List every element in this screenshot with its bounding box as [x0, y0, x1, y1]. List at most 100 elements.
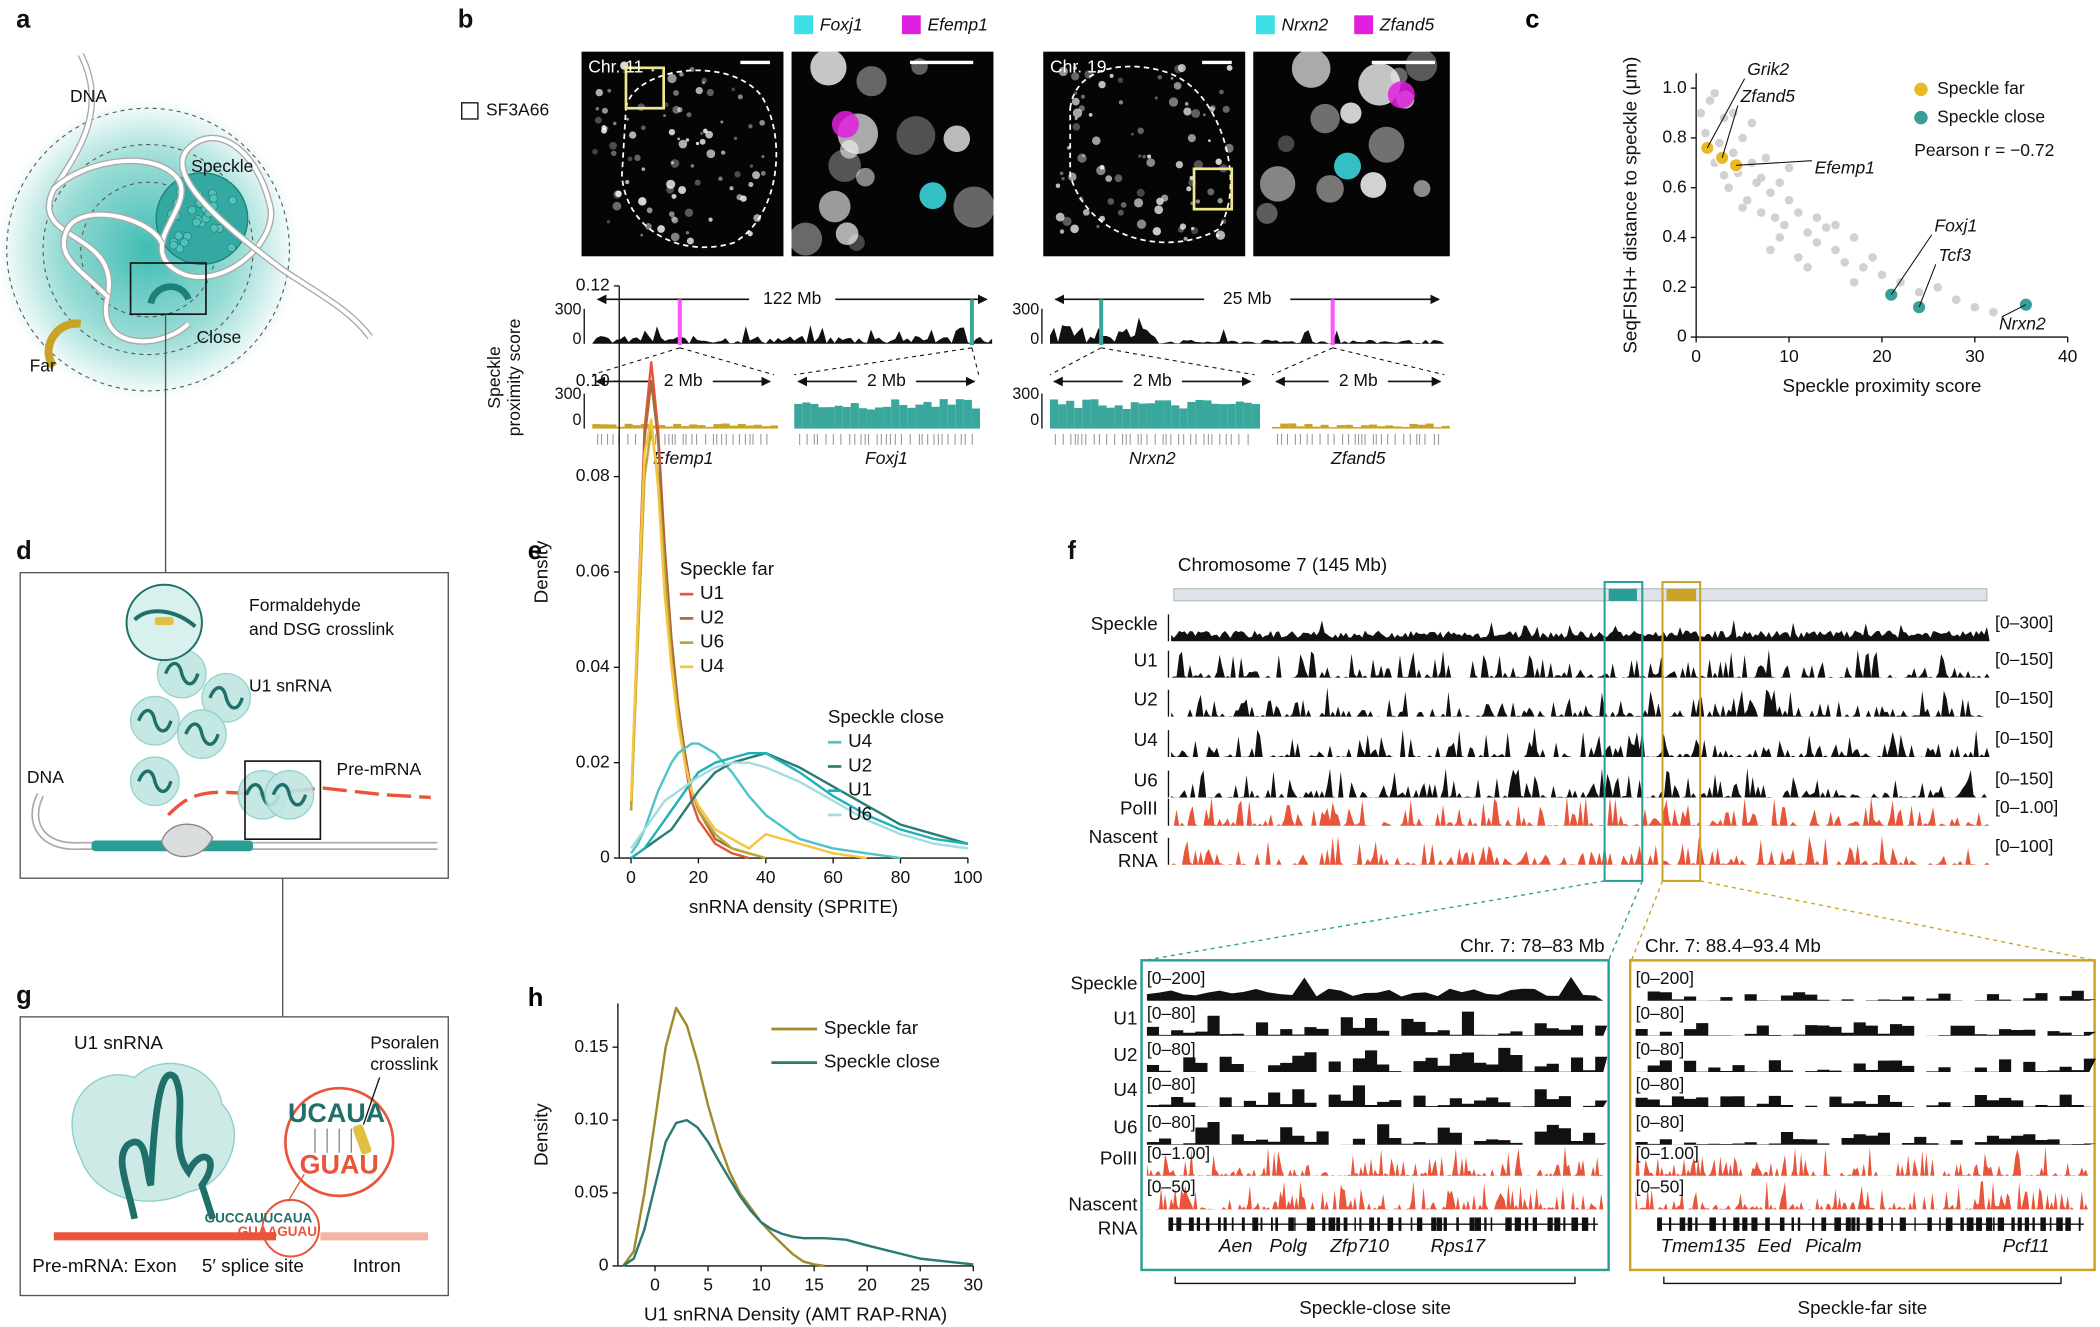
speckle-spot [601, 107, 608, 114]
dna-strand [180, 136, 372, 339]
speckle-spot [1215, 230, 1226, 240]
speckle-spot [628, 131, 637, 139]
speckle-spot [1114, 174, 1123, 183]
track-bin [1393, 426, 1402, 429]
speckle-spot [1105, 175, 1113, 182]
label: Chr. 19 [1050, 56, 1106, 76]
site-bracket [1663, 1276, 2062, 1285]
speckle-spot [749, 164, 754, 168]
track-bin [1155, 400, 1164, 429]
track-bin [1288, 423, 1297, 429]
scatter-point [1715, 138, 1724, 148]
label: Zfand5 [1330, 448, 1386, 468]
panel-box [19, 571, 449, 879]
track-bin [1377, 426, 1386, 429]
exon [1431, 1217, 1437, 1231]
label: GUCCAUUCAUA [205, 1210, 313, 1225]
track-bin [673, 423, 682, 429]
scatter-point [1989, 307, 1998, 317]
speckle-spot [686, 237, 694, 245]
x-tick-label: 40 [756, 867, 776, 887]
label: U2 [1134, 689, 1158, 710]
speckle-spot [702, 128, 708, 134]
scatter-point [1756, 208, 1766, 217]
label: Psoralen [370, 1032, 439, 1052]
zoom-guide [1049, 347, 1102, 376]
speckle-spot [1217, 198, 1223, 204]
exon [1751, 1217, 1758, 1231]
speckle-spot [592, 148, 598, 155]
exon [1851, 1217, 1856, 1231]
density-line [630, 751, 969, 860]
speckle-spot [1277, 135, 1295, 152]
speckle-spot [1184, 102, 1189, 106]
speckle-spot [1187, 134, 1196, 143]
speckle-spot [1207, 139, 1211, 143]
track-bin [1187, 401, 1196, 429]
speckle-spot [684, 208, 694, 217]
y-tick-label: 0 [599, 1255, 609, 1275]
speckle-spot [761, 155, 765, 159]
legend-label: Speckle close [824, 1051, 940, 1072]
track-bin [1433, 427, 1442, 429]
locus-marker [969, 299, 974, 346]
track-signal [1171, 649, 1990, 678]
speckle-spot [651, 68, 655, 72]
exon [2060, 1217, 2063, 1231]
speckle-texture [227, 243, 236, 253]
speckle-spot [731, 87, 736, 92]
label: PolII [1120, 798, 1158, 819]
speckle-spot [1256, 202, 1278, 224]
locus-marker [677, 299, 682, 346]
speckle-spot [1147, 154, 1152, 159]
speckle-spot [685, 231, 690, 235]
exon [1733, 1217, 1740, 1231]
leader-line [2001, 304, 2027, 318]
track-signal [1635, 1146, 2090, 1176]
label: U4 [1134, 729, 1158, 750]
exon [1469, 1217, 1475, 1231]
scatter-point [1738, 203, 1747, 212]
legend-label: U2 [700, 606, 724, 627]
density-line [629, 380, 750, 855]
span-bg [856, 370, 917, 393]
locus-marker [1099, 299, 1104, 346]
scatter-point [2018, 297, 2034, 313]
exon [1834, 1217, 1842, 1231]
label: Eed [1757, 1235, 1791, 1256]
label: [0–100] [1995, 836, 2053, 856]
legend-label: U6 [848, 803, 872, 824]
track-bin [656, 424, 665, 429]
leader-line [1706, 78, 1746, 149]
track-bin [1328, 427, 1337, 429]
scatter-point [1710, 88, 1720, 98]
speckle-spot [856, 66, 887, 97]
speckle-spot [601, 125, 607, 131]
leader-line [1736, 160, 1812, 166]
exon [1899, 1217, 1906, 1231]
speckle-spot [677, 106, 683, 113]
track-bin [947, 404, 956, 429]
panel-box [19, 1016, 449, 1297]
speckle-spot [668, 211, 675, 217]
speckle-spot [1219, 89, 1224, 95]
exon [1581, 1217, 1589, 1231]
point-label: Zfand5 [1740, 86, 1796, 106]
scatter-point [1719, 170, 1729, 180]
track-bin [697, 425, 706, 429]
speckle-spot [1215, 158, 1222, 165]
track-bin [1114, 405, 1123, 429]
scatter-point [1747, 118, 1757, 128]
label: U1 [1113, 1008, 1137, 1029]
exon [1722, 1217, 1726, 1231]
track-bin [842, 406, 851, 429]
zoom-guide [971, 347, 980, 375]
scatter-point [1729, 148, 1738, 158]
track-signal [1146, 1181, 1604, 1210]
span-bg [1328, 370, 1388, 393]
track-signal [1146, 1122, 1608, 1145]
exon [1387, 1217, 1394, 1231]
track-signal [1171, 768, 1990, 798]
zoom-box [129, 262, 207, 315]
